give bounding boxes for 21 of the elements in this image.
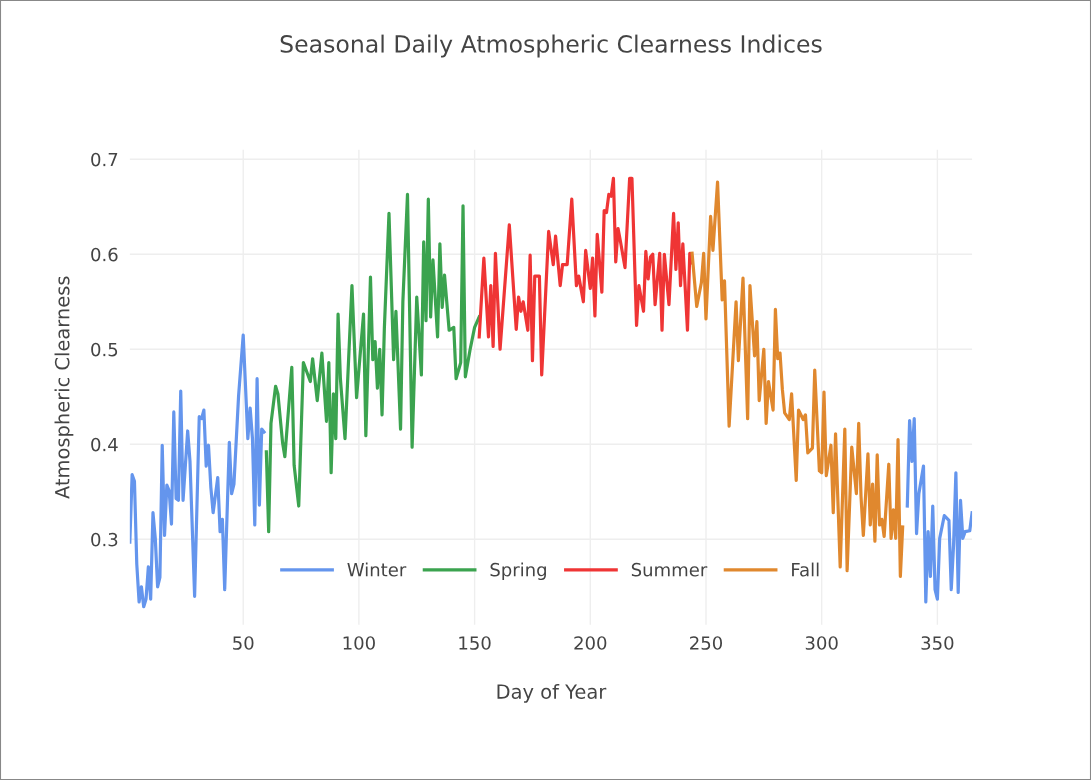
x-axis-title: Day of Year — [497, 683, 607, 703]
x-tick-label: 150 — [459, 636, 491, 650]
line-series — [264, 192, 481, 534]
y-tick-label: 0.3 — [91, 532, 118, 547]
x-tick-label: 250 — [690, 636, 723, 650]
legend-label: Spring — [490, 562, 546, 581]
line-series — [477, 176, 694, 377]
legend-label: Summer — [631, 562, 708, 577]
x-tick-label: 350 — [921, 636, 954, 650]
x-tick-label: 200 — [574, 636, 607, 650]
x-tick-label: 50 — [233, 636, 254, 650]
legend-label: Winter — [347, 562, 407, 577]
y-tick-label: 0.5 — [91, 342, 118, 357]
y-axis-title: Atmospheric Clearness — [54, 276, 74, 499]
chart-title: Seasonal Daily Atmospheric Clearness Indices — [280, 34, 822, 58]
x-tick-label: 300 — [805, 636, 838, 650]
y-tick-label: 0.6 — [91, 247, 118, 262]
y-tick-label: 0.4 — [91, 437, 118, 452]
x-tick-label: 100 — [343, 636, 375, 650]
y-tick-label: 0.7 — [91, 152, 118, 167]
legend-label: Fall — [792, 562, 819, 577]
